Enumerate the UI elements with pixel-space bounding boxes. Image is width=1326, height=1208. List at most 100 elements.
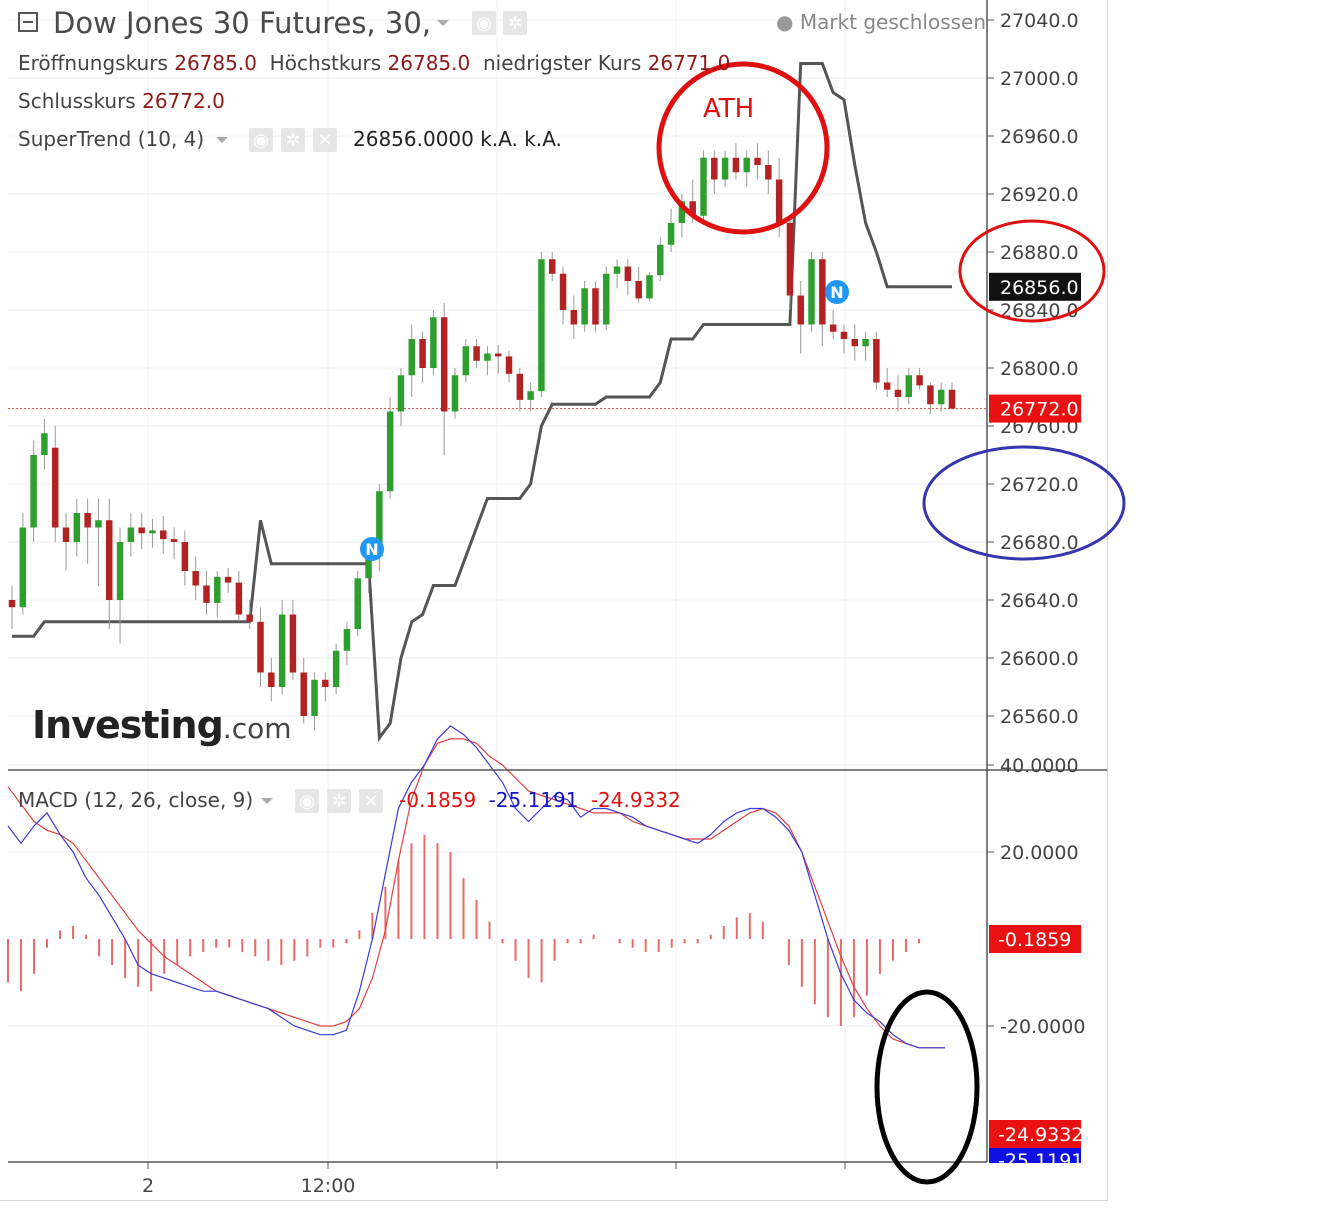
chevron-down-icon[interactable] (437, 20, 449, 26)
price-tick-label: 26720.0 (1000, 474, 1079, 496)
candle-body (592, 288, 599, 325)
macd-line (7, 725, 945, 1049)
candle-body (149, 530, 156, 534)
supertrend-legend-label[interactable]: SuperTrend (10, 4) (18, 127, 205, 151)
close-value: 26772.0 (142, 89, 225, 113)
open-label: Eröffnungskurs (18, 51, 168, 75)
eye-icon[interactable]: ◉ (249, 128, 273, 152)
candle-body (883, 382, 891, 390)
ath-annotation: ATH (703, 94, 755, 124)
candle-body (430, 317, 437, 368)
candle-body (343, 629, 351, 651)
macd-tick-label: 20.0000 (1000, 842, 1079, 864)
candle-body (916, 375, 923, 386)
candle-body (300, 672, 307, 716)
candle-body (635, 281, 642, 299)
chart-frame (0, 0, 1108, 1201)
candle-body (667, 223, 675, 245)
candle-body (797, 295, 804, 325)
candle-body (840, 331, 848, 339)
candle-body (765, 165, 772, 180)
candle-body (354, 578, 361, 629)
new-signal-marker (360, 537, 384, 561)
candle-body (473, 346, 480, 361)
candle-body (484, 353, 491, 361)
chevron-down-icon[interactable] (261, 798, 273, 804)
candle-body (311, 679, 318, 716)
market-status: ● Markt geschlossen (776, 10, 987, 34)
gear-icon[interactable]: ✲ (503, 11, 527, 35)
macd-hist-tag-text: -0.1859 (998, 929, 1071, 951)
candle-body (451, 375, 459, 412)
candle-body (192, 571, 199, 586)
eye-icon[interactable]: ◉ (295, 789, 319, 813)
last-price-tag: 26772.0 (989, 394, 1081, 423)
candles (8, 143, 956, 731)
price-tick-label: 26640.0 (1000, 590, 1079, 612)
candle-body (268, 672, 275, 687)
candle-body (754, 157, 761, 165)
annotations: NN (360, 61, 1126, 1185)
candle-body (505, 356, 513, 374)
macd-signal-tag-bg (989, 1120, 1081, 1148)
macd-hist-value: -0.1859 (399, 788, 477, 812)
eye-icon[interactable]: ◉ (472, 11, 496, 35)
macd-legend-label[interactable]: MACD (12, 26, close, 9) (18, 788, 254, 812)
candle-body (786, 223, 794, 296)
macd-signal-tag: -24.9332 (989, 1120, 1083, 1148)
candle-body (376, 491, 383, 557)
candle-body (603, 273, 610, 325)
candle-body (278, 614, 286, 687)
candle-body (19, 527, 27, 608)
candle-body (8, 600, 16, 608)
last-price-tag-text: 26772.0 (1000, 399, 1079, 421)
candle-body (657, 244, 664, 276)
gear-icon[interactable]: ✲ (281, 128, 305, 152)
macd-signal-line (7, 738, 945, 1049)
collapse-icon[interactable] (18, 12, 38, 32)
supertrend-price-tag: 26856.0 (989, 272, 1081, 301)
candle-body (95, 520, 102, 528)
candle-body (408, 339, 416, 376)
time-tick-label: 2 (142, 1175, 154, 1197)
candle-body (138, 527, 145, 534)
candle-body (516, 373, 524, 400)
chevron-down-icon[interactable] (216, 137, 228, 143)
logo-suffix: .com (222, 712, 292, 745)
macd-hist-tag: -0.1859 (989, 925, 1081, 953)
candle-body (440, 317, 448, 412)
chart-title: Dow Jones 30 Futures, 30, (53, 6, 431, 40)
ohlc-line-1: Eröffnungskurs 26785.0 Höchstkurs 26785.… (18, 51, 730, 75)
candle-body (894, 389, 902, 397)
macd-tick-label: 40.0000 (1000, 755, 1079, 777)
open-value: 26785.0 (174, 51, 257, 75)
close-icon[interactable]: ✕ (359, 789, 383, 813)
high-value: 26785.0 (387, 51, 471, 75)
candle-body (322, 679, 329, 687)
logo-main: Investing (32, 703, 224, 747)
candle-body (235, 582, 243, 615)
supertrend-value-text: 26856.0000 (353, 127, 474, 151)
close-icon[interactable]: ✕ (313, 128, 337, 152)
new-signal-marker (825, 280, 849, 304)
candle-body (948, 389, 956, 409)
price-tick-label: 26800.0 (1000, 358, 1079, 380)
macd-values: -0.1859 -25.1191 -24.9332 (399, 788, 681, 812)
candle-body (581, 288, 588, 325)
candle-body (246, 614, 253, 622)
candle-body (700, 157, 707, 216)
candle-body (808, 259, 815, 325)
macd-tick-label: -20.0000 (1000, 1016, 1085, 1038)
candle-body (559, 273, 567, 310)
candle-body (829, 324, 837, 332)
market-status-text: Markt geschlossen (799, 10, 987, 34)
candle-body (624, 266, 632, 281)
candle-body (397, 375, 405, 412)
time-tick-label: 12:00 (301, 1175, 356, 1197)
supertrend-line (12, 62, 952, 742)
gear-icon[interactable]: ✲ (327, 789, 351, 813)
price-tick-label: 26960.0 (1000, 126, 1079, 148)
price-tick-label: 27040.0 (1000, 10, 1079, 32)
close-label: Schlusskurs (18, 89, 136, 113)
